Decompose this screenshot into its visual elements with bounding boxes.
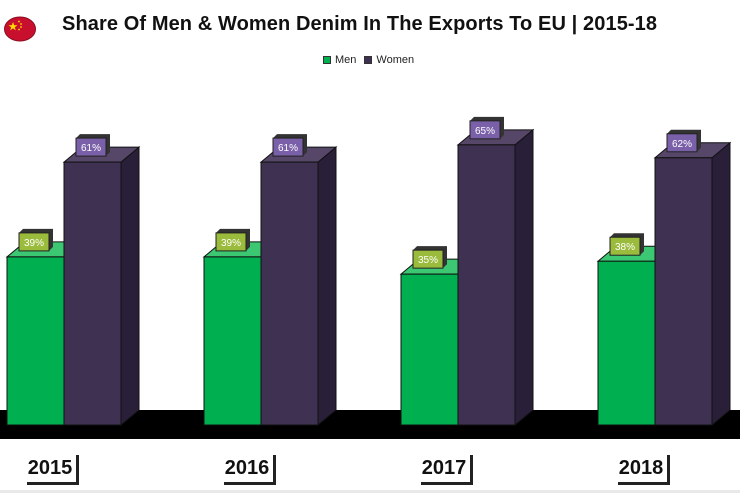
data-label-women-2018-box bbox=[666, 133, 698, 153]
category-2016-box bbox=[221, 452, 273, 482]
data-label-men-2018-box bbox=[609, 236, 641, 256]
china-flag-icon bbox=[4, 16, 36, 42]
data-label-women-2017-box bbox=[469, 120, 501, 140]
category-label-2015: 2015 bbox=[28, 457, 73, 479]
category-label-2018: 2018 bbox=[619, 457, 664, 479]
bar-men-2016 bbox=[203, 256, 262, 426]
data-label-women-2016: 61% bbox=[278, 143, 298, 154]
chart-floor bbox=[0, 410, 740, 439]
category-label-2017: 2017 bbox=[422, 457, 467, 479]
legend-swatch-men bbox=[323, 56, 331, 64]
data-label-women-2018: 62% bbox=[672, 139, 692, 150]
data-label-men-2016: 39% bbox=[221, 238, 241, 249]
data-label-men-2017-box bbox=[412, 249, 444, 269]
bar-women-2018-side bbox=[711, 141, 731, 427]
data-label-men-2016-box bbox=[215, 232, 247, 252]
bar-women-2016 bbox=[260, 161, 319, 426]
bar-women-2016-side bbox=[317, 146, 337, 427]
bar-men-2018 bbox=[597, 260, 656, 426]
bar-women-2018 bbox=[654, 157, 713, 426]
bar-women-2017-side bbox=[514, 128, 534, 427]
bar-men-2015 bbox=[6, 256, 65, 426]
category-label-2016: 2016 bbox=[225, 457, 270, 479]
bar-women-2015-side bbox=[120, 146, 140, 427]
legend-item-women[interactable]: Women bbox=[364, 54, 414, 66]
data-label-men-2015: 39% bbox=[24, 238, 44, 249]
category-2017-box bbox=[418, 452, 470, 482]
legend-label-women: Women bbox=[376, 54, 415, 66]
legend-item-men[interactable]: Men bbox=[323, 54, 356, 66]
legend-swatch-women bbox=[364, 56, 373, 64]
data-label-women-2015: 61% bbox=[81, 143, 101, 154]
legend-label-men: Men bbox=[335, 54, 357, 66]
chart-title: Share Of Men & Women Denim In The Export… bbox=[62, 13, 658, 35]
legend: Men Women bbox=[323, 54, 422, 66]
data-label-women-2016-box bbox=[272, 137, 304, 157]
data-label-women-2015-box bbox=[75, 137, 107, 157]
bar-women-2017 bbox=[457, 144, 516, 426]
category-2015-box bbox=[24, 452, 76, 482]
data-label-men-2018: 38% bbox=[615, 242, 635, 253]
data-label-men-2015-box bbox=[18, 232, 50, 252]
category-2018-box bbox=[615, 452, 667, 482]
data-label-men-2017: 35% bbox=[418, 255, 438, 266]
data-label-women-2017: 65% bbox=[475, 126, 495, 137]
bar-men-2017 bbox=[400, 273, 459, 426]
bottom-rule bbox=[0, 490, 740, 493]
bar-women-2015 bbox=[63, 161, 122, 426]
